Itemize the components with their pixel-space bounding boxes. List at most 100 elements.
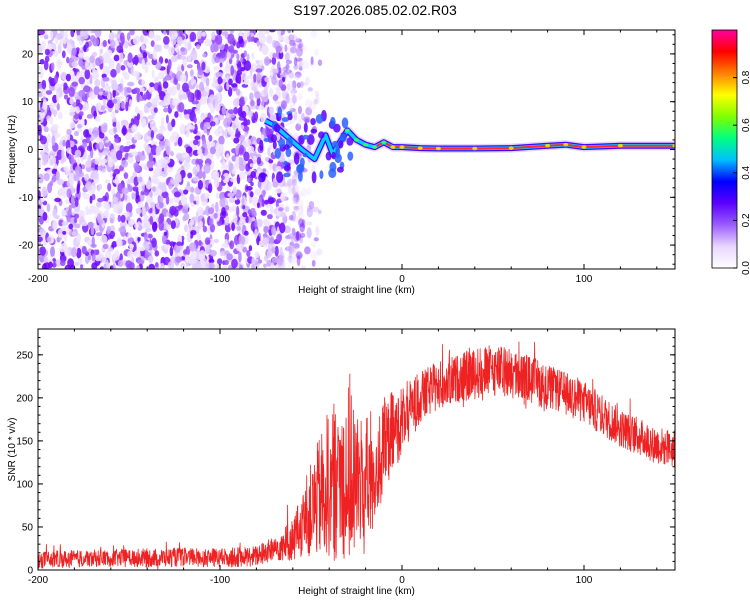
noise-blob bbox=[86, 114, 94, 119]
noise-blob bbox=[311, 259, 316, 267]
noise-blob bbox=[251, 210, 257, 218]
noise-blob bbox=[66, 214, 71, 223]
noise-blob bbox=[109, 235, 114, 240]
noise-blob bbox=[202, 171, 206, 180]
noise-blob bbox=[192, 129, 198, 135]
noise-blob bbox=[227, 117, 232, 124]
noise-blob bbox=[301, 45, 307, 52]
noise-blob bbox=[69, 177, 74, 186]
noise-blob bbox=[313, 48, 319, 57]
noise-blob bbox=[295, 38, 302, 43]
noise-blob bbox=[191, 100, 199, 105]
noise-blob bbox=[87, 221, 94, 229]
noise-blob bbox=[215, 201, 219, 213]
noise-blob bbox=[262, 168, 267, 173]
noise-blob bbox=[297, 93, 303, 101]
noise-blob bbox=[141, 206, 147, 217]
noise-blob bbox=[246, 119, 251, 126]
noise-blob bbox=[61, 136, 67, 142]
noise-blob bbox=[152, 206, 156, 216]
noise-blob bbox=[221, 243, 229, 248]
noise-blob bbox=[277, 254, 284, 266]
noise-blob bbox=[228, 78, 233, 86]
noise-blob bbox=[192, 166, 198, 176]
noise-blob bbox=[189, 219, 195, 226]
noise-blob bbox=[79, 264, 84, 269]
noise-blob bbox=[147, 233, 153, 239]
noise-blob bbox=[73, 174, 80, 182]
noise-blob bbox=[124, 90, 128, 98]
noise-blob bbox=[245, 215, 249, 224]
noise-blob bbox=[286, 80, 294, 92]
noise-blob bbox=[161, 116, 165, 127]
noise-blob bbox=[174, 111, 179, 118]
noise-blob bbox=[289, 90, 295, 95]
noise-blob bbox=[96, 249, 100, 256]
colorbar-tick-label: 0.8 bbox=[741, 70, 750, 84]
noise-blob bbox=[251, 256, 256, 267]
noise-blob bbox=[246, 53, 250, 62]
transition-blob bbox=[263, 137, 271, 142]
y-tick-label: 20 bbox=[22, 49, 34, 60]
noise-blob bbox=[152, 49, 157, 61]
noise-blob bbox=[118, 259, 124, 268]
noise-blob bbox=[119, 253, 123, 262]
noise-blob bbox=[45, 90, 53, 95]
noise-blob bbox=[116, 150, 123, 161]
noise-blob bbox=[204, 117, 211, 124]
transition-blob bbox=[276, 171, 284, 183]
noise-blob bbox=[275, 45, 282, 53]
noise-blob bbox=[113, 126, 117, 134]
noise-blob bbox=[227, 86, 233, 97]
noise-blob bbox=[126, 87, 132, 94]
transition-blob bbox=[302, 134, 310, 140]
noise-blob bbox=[40, 111, 46, 120]
noise-blob bbox=[250, 191, 254, 198]
noise-blob bbox=[215, 34, 223, 45]
snr-panel: -200 -100 0 100 0 50 100 150 200 250 Height of str… bbox=[7, 328, 676, 597]
noise-blob bbox=[143, 214, 149, 224]
noise-blob bbox=[170, 86, 177, 96]
noise-blob bbox=[266, 259, 272, 267]
noise-blob bbox=[246, 177, 251, 183]
noise-blob bbox=[315, 90, 319, 97]
noise-blob bbox=[56, 59, 62, 70]
noise-blob bbox=[42, 211, 48, 221]
noise-blob bbox=[135, 189, 139, 200]
noise-blob bbox=[261, 65, 265, 71]
noise-blob bbox=[227, 109, 235, 114]
noise-blob bbox=[76, 30, 82, 37]
noise-blob bbox=[227, 33, 235, 45]
noise-blob bbox=[119, 95, 124, 100]
noise-blob bbox=[289, 107, 296, 113]
noise-blob bbox=[259, 33, 266, 45]
noise-blob bbox=[219, 44, 225, 51]
noise-blob bbox=[127, 52, 133, 63]
noise-blob bbox=[310, 251, 318, 259]
noise-blob bbox=[288, 250, 293, 259]
noise-blob bbox=[64, 246, 69, 257]
noise-blob bbox=[43, 173, 50, 181]
noise-blob bbox=[51, 109, 58, 116]
noise-blob bbox=[306, 207, 313, 218]
noise-blob bbox=[256, 202, 260, 209]
signal-ridge bbox=[258, 106, 675, 184]
transition-blob bbox=[293, 152, 300, 165]
noise-blob bbox=[221, 164, 229, 171]
noise-blob bbox=[183, 189, 189, 195]
noise-blob bbox=[111, 111, 116, 120]
noise-blob bbox=[131, 151, 139, 157]
noise-blob bbox=[77, 52, 84, 58]
noise-blob bbox=[196, 44, 201, 50]
noise-blob bbox=[256, 218, 263, 228]
noise-blob bbox=[70, 154, 75, 166]
noise-blob bbox=[245, 186, 253, 191]
noise-blob bbox=[171, 118, 176, 128]
noise-blob bbox=[236, 53, 240, 60]
noise-blob bbox=[87, 154, 92, 166]
noise-blob bbox=[66, 147, 72, 154]
noise-blob bbox=[186, 64, 193, 69]
noise-blob bbox=[299, 118, 305, 124]
x-axis-label: Height of straight line (km) bbox=[298, 586, 415, 597]
noise-blob bbox=[194, 135, 201, 140]
